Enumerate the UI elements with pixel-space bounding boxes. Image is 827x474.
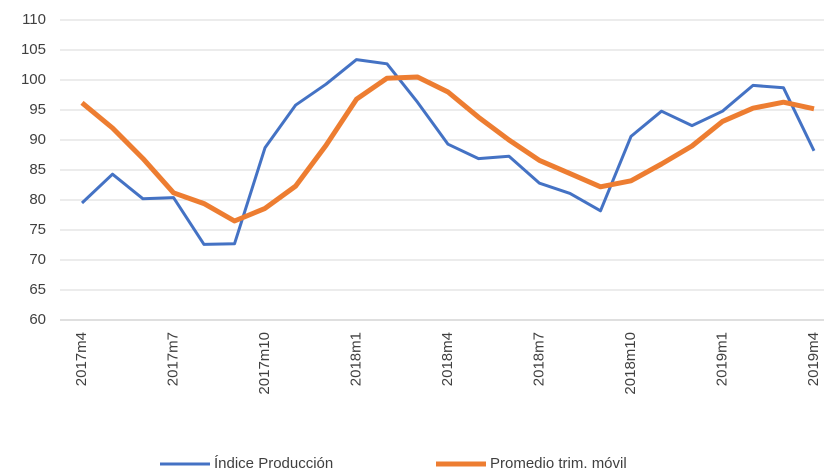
x-tick-label: 2018m4: [439, 332, 456, 386]
x-tick-label: 2018m1: [347, 332, 364, 386]
y-tick-label: 105: [21, 41, 46, 58]
x-tick-label: 2018m10: [622, 332, 639, 395]
legend-label: Índice Producción: [214, 455, 333, 472]
y-tick-label: 110: [22, 11, 46, 28]
y-tick-label: 75: [29, 221, 46, 238]
y-tick-label: 95: [29, 101, 46, 118]
x-tick-label: 2019m4: [805, 332, 822, 386]
y-tick-label: 65: [29, 281, 46, 298]
legend-label: Promedio trim. móvil: [490, 455, 627, 472]
line-series: [80, 74, 815, 224]
y-tick-label: 80: [29, 191, 46, 208]
x-tick-label: 2018m7: [530, 332, 547, 386]
y-tick-label: 70: [29, 251, 46, 268]
x-tick-label: 2017m10: [256, 332, 273, 395]
y-tick-label: 100: [21, 71, 46, 88]
y-tick-label: 85: [29, 161, 46, 178]
x-tick-label: 2017m4: [73, 332, 90, 386]
y-tick-label: 90: [29, 131, 46, 148]
y-tick-label: 60: [29, 311, 46, 328]
line-series: [80, 58, 816, 246]
x-tick-label: 2017m7: [164, 332, 181, 386]
x-tick-label: 2019m1: [713, 332, 730, 386]
